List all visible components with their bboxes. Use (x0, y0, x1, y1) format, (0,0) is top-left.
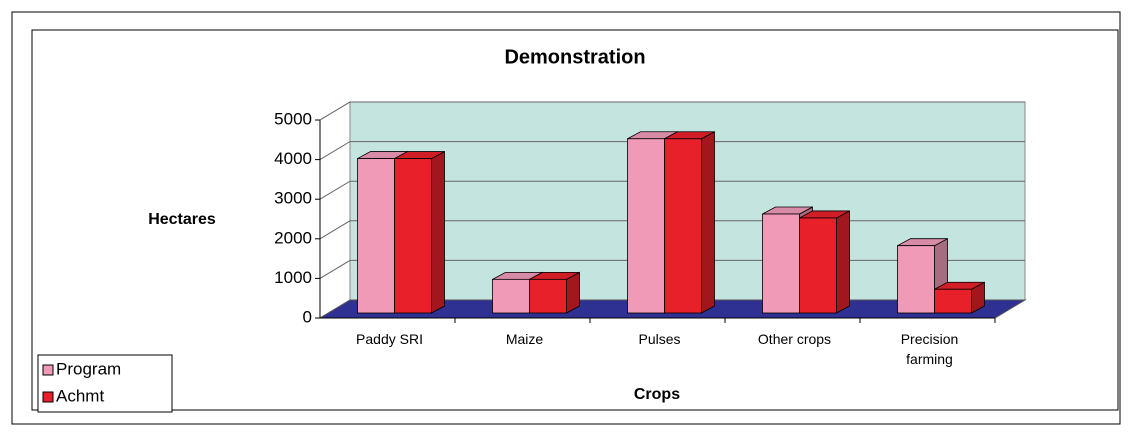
y-tick-label: 2000 (274, 228, 312, 247)
legend-label: Program (56, 359, 121, 378)
x-tick-label: Precision farming (900, 331, 959, 367)
bar-side (701, 131, 715, 314)
side-wall (319, 101, 351, 319)
bar (897, 245, 935, 314)
y-tick-label: 3000 (274, 189, 312, 208)
y-tick-label: 0 (303, 307, 312, 326)
bar-side (431, 150, 445, 314)
bar (394, 158, 432, 314)
legend-swatch (42, 364, 54, 376)
bar (664, 138, 702, 314)
x-tick-label: Paddy SRI (356, 331, 423, 347)
bar (934, 288, 972, 314)
bar (357, 158, 395, 314)
legend-label: Achmt (56, 386, 104, 405)
bar (799, 217, 837, 314)
grid-line (319, 101, 1025, 121)
x-tick-label: Pulses (638, 331, 681, 347)
bar (627, 138, 665, 314)
grid-line (319, 141, 1025, 161)
bar (492, 278, 530, 314)
x-tick-label: Other crops (757, 331, 832, 347)
chart-title: Demonstration (504, 46, 645, 68)
grid-line (319, 180, 1025, 200)
legend (37, 354, 173, 413)
bar (762, 213, 800, 314)
legend-swatch (42, 391, 54, 403)
x-axis-label: Crops (634, 386, 680, 403)
y-tick-label: 5000 (274, 109, 312, 128)
bar-side (836, 210, 850, 314)
y-tick-label: 1000 (274, 268, 312, 287)
chart-area (31, 29, 1119, 411)
y-tick-label: 4000 (274, 149, 312, 168)
x-tick-label: Maize (505, 331, 544, 347)
bar (529, 278, 567, 314)
y-axis-label: Hectares (148, 211, 216, 228)
